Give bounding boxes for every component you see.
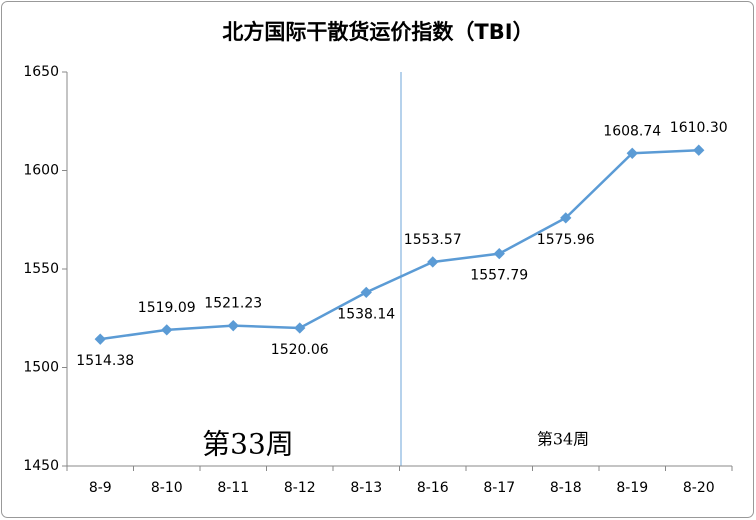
data-label: 1514.38: [76, 353, 134, 369]
data-label: 1557.79: [470, 268, 528, 284]
data-label: 1575.96: [537, 232, 595, 248]
line: [100, 148, 699, 341]
data-label: 1519.09: [138, 300, 196, 316]
marker: [294, 322, 306, 334]
marker: [227, 320, 239, 332]
data-label: 1610.30: [670, 120, 728, 136]
x-tick-label: 8-17: [483, 480, 515, 496]
marker: [161, 324, 173, 336]
x-tick-label: 8-10: [151, 480, 183, 496]
x-tick-label: 8-13: [350, 480, 382, 496]
data-label: 1538.14: [337, 306, 395, 322]
x-tick-label: 8-19: [616, 480, 648, 496]
x-tick-label: 8-18: [550, 480, 582, 496]
marker: [493, 247, 505, 260]
data-label: 1521.23: [204, 296, 262, 312]
y-tick-label: 1500: [23, 360, 59, 376]
y-tick-label: 1650: [23, 64, 59, 80]
marker: [693, 144, 705, 156]
x-tick-label: 8-11: [217, 480, 249, 496]
marker: [626, 147, 638, 159]
marker: [560, 212, 572, 224]
week-annotation: 第34周: [537, 430, 589, 449]
data-label: 1608.74: [603, 123, 661, 139]
marker: [427, 256, 439, 268]
data-label: 1520.06: [271, 342, 329, 358]
x-tick-label: 8-20: [683, 480, 715, 496]
y-tick-label: 1550: [23, 261, 59, 277]
x-tick-label: 8-9: [89, 480, 112, 496]
y-tick-label: 1600: [23, 163, 59, 179]
data-label: 1553.57: [404, 232, 462, 248]
y-tick-label: 1450: [23, 458, 59, 474]
x-tick-label: 8-16: [417, 480, 449, 496]
x-tick-label: 8-12: [284, 480, 316, 496]
week-annotation: 第33周: [202, 428, 294, 461]
chart-title: 北方国际干散货运价指数（TBI）: [222, 20, 533, 44]
marker: [360, 286, 372, 299]
